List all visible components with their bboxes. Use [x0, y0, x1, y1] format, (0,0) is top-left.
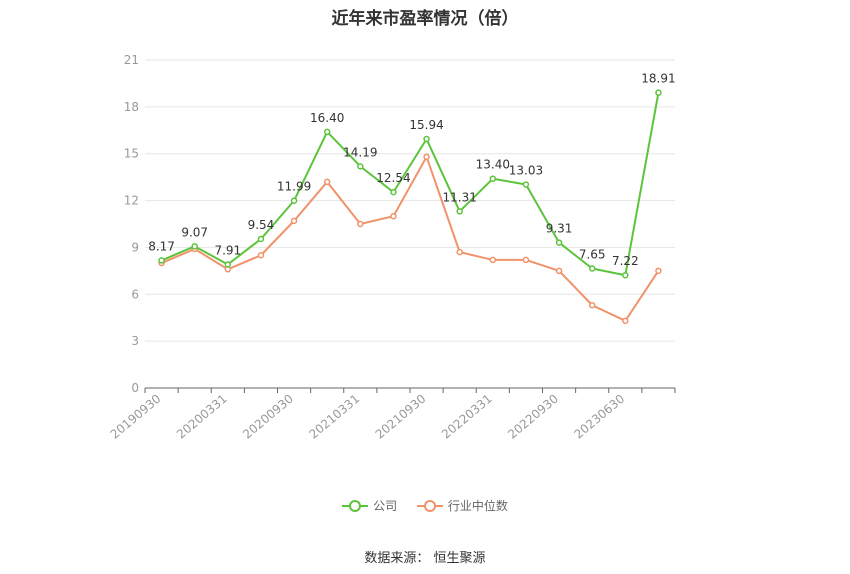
- data-point-s0-15: [655, 89, 662, 96]
- data-label-9: 11.31: [443, 190, 477, 204]
- data-point-s1-15: [655, 267, 662, 275]
- grid-lines: [145, 59, 675, 342]
- y-tick-label-21: 21: [124, 53, 139, 67]
- data-point-s0-9: [456, 208, 463, 215]
- data-point-s0-12: [555, 239, 563, 246]
- data-point-s0-3: [257, 235, 265, 243]
- data-label-6: 14.19: [343, 145, 377, 159]
- data-point-s0-11: [522, 181, 530, 188]
- data-label-14: 7.22: [612, 254, 639, 268]
- data-label-7: 12.54: [376, 171, 410, 185]
- data-point-s1-3: [257, 251, 265, 259]
- data-label-13: 7.65: [579, 248, 606, 262]
- legend-label-industry-median: 行业中位数: [447, 499, 508, 513]
- series-line-1: [161, 155, 660, 322]
- data-point-s0-2: [224, 261, 232, 268]
- chart-title: 近年来市盈率情况（倍）: [331, 9, 519, 29]
- y-tick-label-6: 6: [131, 287, 139, 301]
- data-point-s0-6: [357, 163, 364, 170]
- data-label-12: 9.31: [546, 222, 573, 236]
- data-point-s0-13: [588, 265, 596, 272]
- legend: 公司 行业中位数: [0, 497, 850, 515]
- data-point-s0-0: [158, 257, 165, 264]
- data-label-4: 11.99: [277, 180, 311, 194]
- data-point-s0-5: [323, 128, 331, 136]
- data-point-s1-10: [489, 256, 497, 264]
- x-tick-label-20200930: 20200930: [240, 392, 296, 442]
- data-point-s1-12: [555, 267, 563, 275]
- data-point-s1-5: [323, 178, 331, 186]
- data-point-s0-7: [390, 188, 397, 196]
- data-point-s1-9: [456, 248, 463, 256]
- data-point-s0-14: [622, 271, 629, 279]
- y-tick-label-9: 9: [131, 240, 139, 254]
- data-point-s1-11: [522, 256, 530, 264]
- legend-swatch-company: [342, 499, 369, 512]
- x-tick-label-20210331: 20210331: [306, 392, 362, 442]
- data-point-s0-1: [191, 243, 198, 250]
- x-tick-label-20190930: 20190930: [108, 392, 164, 442]
- source-note: 数据来源： 恒生聚源: [364, 551, 486, 566]
- data-label-8: 15.94: [409, 118, 443, 132]
- y-tick-label-12: 12: [124, 194, 139, 208]
- data-point-s1-4: [290, 217, 298, 225]
- data-label-10: 13.40: [476, 158, 510, 172]
- x-tick-label-20210930: 20210930: [373, 392, 429, 442]
- x-tick-label-20200331: 20200331: [174, 392, 230, 442]
- data-label-2: 7.91: [214, 243, 241, 257]
- x-tick-label-20220930: 20220930: [505, 392, 561, 442]
- data-point-s0-4: [290, 197, 298, 204]
- data-labels: 8.17 9.07 7.91 9.54 11.99 16.40 14.19 12.54 15.9…: [148, 72, 675, 269]
- data-point-s0-8: [423, 135, 430, 143]
- y-tick-label-15: 15: [124, 147, 139, 161]
- legend-swatch-industry-median: [416, 499, 443, 512]
- x-tick-label-20230630: 20230630: [571, 392, 627, 442]
- data-label-11: 13.03: [509, 163, 543, 177]
- legend-item-industry-median[interactable]: 行业中位数: [416, 497, 508, 514]
- data-point-s1-14: [622, 317, 629, 325]
- x-tick-label-20220331: 20220331: [439, 392, 495, 442]
- y-tick-label-18: 18: [124, 100, 139, 114]
- data-point-s1-7: [390, 212, 397, 220]
- data-label-0: 8.17: [148, 239, 175, 253]
- data-point-s0-10: [489, 175, 497, 182]
- data-label-1: 9.07: [181, 225, 208, 239]
- data-label-15: 18.91: [641, 72, 675, 86]
- series-lines: [158, 89, 662, 325]
- series-line-0: [161, 92, 660, 277]
- y-tick-label-3: 3: [131, 334, 139, 348]
- data-point-s1-8: [423, 153, 430, 161]
- data-label-5: 16.40: [310, 111, 344, 125]
- data-point-s1-13: [588, 301, 596, 309]
- data-label-3: 9.54: [248, 218, 275, 232]
- legend-label-company: 公司: [373, 499, 398, 513]
- y-tick-label-0: 0: [131, 381, 139, 395]
- data-point-s1-6: [357, 220, 364, 228]
- legend-item-company[interactable]: 公司: [342, 497, 397, 514]
